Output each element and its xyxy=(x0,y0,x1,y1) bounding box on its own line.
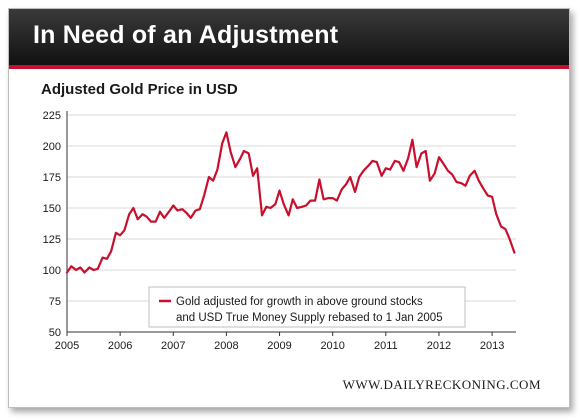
y-tick-label: 50 xyxy=(49,327,61,339)
legend: Gold adjusted for growth in above ground… xyxy=(148,286,466,328)
watermark-url: WWW.DAILYRECKONING.COM xyxy=(342,377,541,392)
x-tick-label: 2013 xyxy=(480,340,504,352)
x-tick-label: 2009 xyxy=(267,340,291,352)
y-tick-label: 225 xyxy=(43,110,61,122)
legend-label: Gold adjusted for growth in above ground… xyxy=(176,296,423,308)
y-tick-label: 150 xyxy=(43,203,61,215)
axes xyxy=(66,111,516,336)
chart-card: In Need of an Adjustment Adjusted Gold P… xyxy=(8,8,570,408)
y-tick-label: 125 xyxy=(43,234,61,246)
legend-box xyxy=(148,286,466,328)
y-tick-label: 75 xyxy=(49,296,61,308)
x-tick-label: 2007 xyxy=(161,340,185,352)
y-tick-label: 175 xyxy=(43,172,61,184)
x-tick-label: 2006 xyxy=(108,340,132,352)
y-tick-label: 200 xyxy=(43,141,61,153)
x-tick-label: 2012 xyxy=(427,340,451,352)
page-title: In Need of an Adjustment xyxy=(33,21,339,49)
series-layer xyxy=(65,131,516,274)
x-tick-label: 2008 xyxy=(214,340,238,352)
y-tick-labels: 50 75 100 125 150 175 200 225 xyxy=(43,110,61,339)
header-banner: In Need of an Adjustment xyxy=(9,9,569,69)
x-tick-label: 2011 xyxy=(374,340,398,352)
series-line-gold-adjusted xyxy=(65,131,516,274)
chart-title: Adjusted Gold Price in USD xyxy=(41,81,238,98)
legend-label: and USD True Money Supply rebased to 1 J… xyxy=(176,312,443,324)
x-tick-label: 2010 xyxy=(320,340,344,352)
x-tick-labels: 2005 2006 2007 2008 2009 2010 2011 2012 2013 xyxy=(55,340,505,352)
x-tick-label: 2005 xyxy=(55,340,79,352)
y-tick-label: 100 xyxy=(43,265,61,277)
